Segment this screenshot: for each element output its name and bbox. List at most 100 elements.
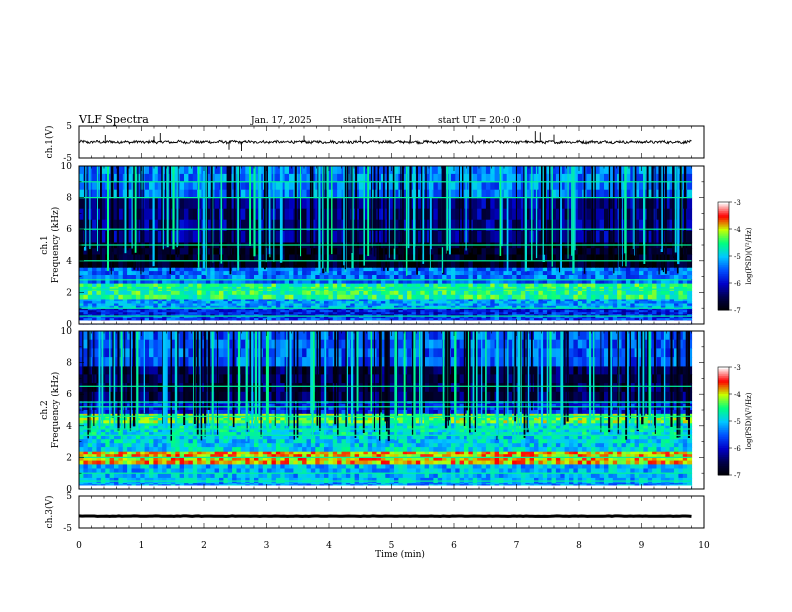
ch1-spectrogram-cell — [577, 260, 583, 268]
ch1-spectrogram-cell — [625, 219, 631, 232]
ch1-spectrogram-cell — [564, 260, 570, 268]
ch1-spectrogram-cell — [184, 230, 189, 243]
ch1-spectrogram-cell — [415, 197, 421, 210]
ch1-spectrogram-cell — [481, 318, 487, 321]
ch1-spectrogram-cell — [144, 312, 150, 315]
ch1-spectrogram-streak — [469, 166, 472, 253]
ch1-spectrogram-cell — [573, 189, 579, 199]
ch1-spectrogram-cell — [376, 301, 382, 305]
ch1-spectrogram-cell — [332, 308, 338, 311]
ch1-spectrogram-cell — [415, 219, 421, 232]
ch1-spectrogram-cell — [302, 254, 308, 262]
ch1-spectrogram-cell — [534, 290, 539, 296]
ch1-spectrogram-cell — [240, 279, 246, 284]
ch1-spectrogram-cell — [630, 248, 636, 256]
ch1-spectrogram-cell — [319, 303, 325, 307]
ch1-spectrogram-cell — [109, 305, 115, 309]
ch1-spectrogram-cell — [621, 314, 627, 317]
ch1-spectrogram-cell — [389, 219, 395, 232]
ch1-spectrogram-cell — [520, 303, 526, 307]
ch1-spectrogram-cell — [481, 279, 487, 284]
ch1-spectrogram-cell — [92, 197, 98, 210]
ch1-spectrogram-cell — [135, 271, 141, 276]
ch1-spectrogram-cell — [249, 267, 255, 272]
ch1-spectrogram-cell — [639, 305, 644, 309]
ch1-spectrogram-cell — [267, 308, 273, 311]
ch1-spectrogram-cell — [477, 294, 483, 300]
ch1-spectrogram-cell — [485, 314, 491, 317]
ch1-spectrogram-cell — [464, 248, 469, 256]
ch1-spectrogram-cell — [297, 267, 303, 272]
ch1-spectrogram-cell — [363, 166, 369, 175]
ch1-spectrogram-cell — [446, 279, 452, 284]
ch1-spectrogram-cell — [197, 290, 203, 296]
ch1-spectrogram-cell — [223, 303, 229, 307]
ch1-spectrogram-cell — [197, 173, 203, 183]
ch1-spectrogram-cell — [450, 254, 456, 262]
ch1-spectrogram-cell — [197, 318, 203, 321]
ch1-spectrogram-cell — [350, 310, 356, 313]
ch1-spectrogram-cell — [573, 230, 579, 243]
ch1-spectrogram-cell — [118, 310, 124, 313]
ch1-spectrogram-cell — [127, 308, 133, 311]
ch1-spectrogram-cell — [83, 294, 89, 300]
ch1-spectrogram-cell — [564, 279, 570, 284]
ch1-spectrogram-streak — [416, 166, 418, 275]
ch1-spectrogram-cell — [442, 318, 448, 321]
ch1-spectrogram-cell — [477, 282, 483, 288]
ch1-spectrogram-cell — [166, 298, 172, 302]
ch1-spectrogram-cell — [464, 290, 469, 296]
ch1-spectrogram-cell — [472, 294, 478, 300]
ch1-spectrogram-cell — [179, 208, 185, 221]
ch1-spectrogram-cell — [275, 267, 281, 272]
ch1-spectrogram-cell — [127, 260, 133, 268]
ch1-spectrogram-cell — [223, 271, 229, 276]
ch1-spectrogram-streak — [116, 166, 119, 259]
ch1-spectrogram-cell — [652, 294, 658, 300]
ch1-spectrogram-cell — [647, 230, 653, 243]
ch1-spectrogram-cell — [485, 197, 491, 210]
ch1-spectrogram-cell — [271, 298, 277, 302]
ch1-spectrogram-cell — [79, 254, 84, 262]
ch1-spectrogram-cell — [599, 305, 605, 309]
ch1-spectrogram-cell — [573, 173, 579, 183]
ch1-spectrogram-cell — [577, 208, 583, 221]
ch1-spectrogram-cell — [302, 312, 308, 315]
ch1-spectrogram-cell — [245, 248, 251, 256]
ch1-spectrogram-cell — [284, 290, 290, 296]
ch1-spectrogram-cell — [157, 173, 163, 183]
ch1-spectrogram-streak — [401, 166, 404, 266]
ch1-spectrogram-cell — [538, 267, 544, 272]
ch1-spectrogram-cell — [394, 298, 399, 302]
ch1-spectrogram-cell — [446, 267, 452, 272]
ch1-spectrogram-cell — [643, 189, 649, 199]
ch1-spectrogram-cell — [433, 230, 439, 243]
ch1-spectrogram-cell — [503, 219, 509, 232]
ch1-spectrogram-cell — [538, 248, 544, 256]
ch1-spectrogram-cell — [612, 290, 618, 296]
ch1-spectrogram-cell — [114, 208, 119, 221]
ch1-spectrogram-cell — [547, 271, 553, 276]
ch1-spectrogram-cell — [516, 208, 522, 221]
ch1-spectrogram-cell — [669, 308, 675, 311]
ch1-spectrogram-streak — [500, 166, 503, 247]
ch1-spectrogram-cell — [227, 279, 233, 284]
ch1-spectrogram-cell — [232, 298, 238, 302]
ch1-spectrogram-cell — [175, 303, 181, 307]
ch1-spectrogram-cell — [599, 316, 605, 319]
ch1-spectrogram-cell — [407, 310, 413, 313]
ch1-spectrogram-cell — [569, 310, 574, 313]
ch1-spectrogram-cell — [420, 271, 426, 276]
ch1-spectrogram-cell — [205, 166, 211, 175]
ch1-spectrogram-cell — [573, 279, 579, 284]
ch1-spectrogram-cell — [372, 290, 378, 296]
ch1-spectrogram-cell — [367, 312, 373, 315]
ch1-spectrogram-cell — [192, 248, 198, 256]
ch1-spectrogram-cell — [385, 305, 391, 309]
ch1-spectrogram-cell — [363, 219, 369, 232]
ch1-spectrogram-cell — [490, 173, 496, 183]
ch1-spectrogram-streak — [515, 166, 517, 249]
ch1-spectrogram-cell — [490, 230, 496, 243]
ch1-spectrogram-cell — [674, 305, 679, 309]
ch1-spectrogram-cell — [131, 303, 137, 307]
